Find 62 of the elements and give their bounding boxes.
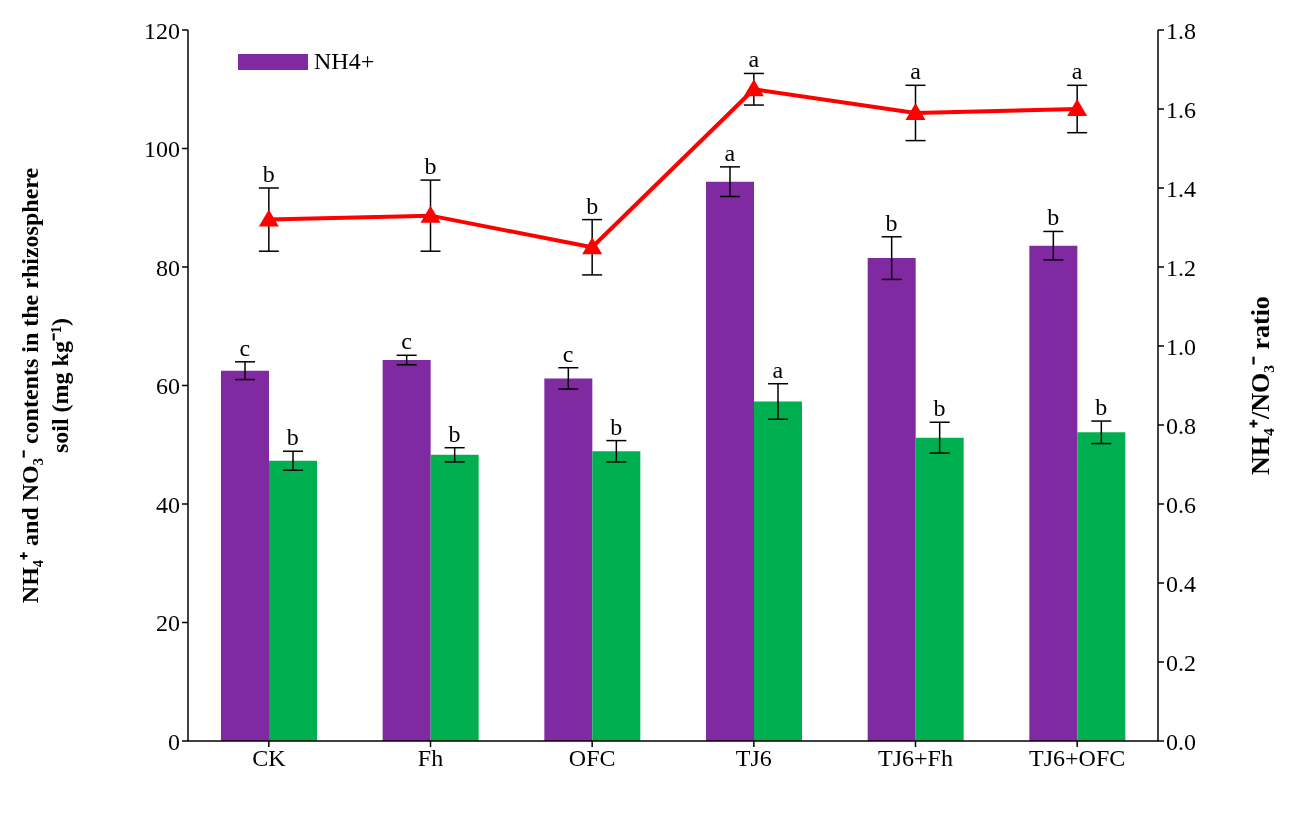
annotation: a — [910, 58, 922, 85]
annotation: c — [562, 340, 574, 367]
point — [905, 102, 926, 120]
annotation: b — [610, 413, 623, 440]
y2-axis-title: NH₄⁺/NO₃⁻ ratio — [1246, 296, 1276, 475]
y2-tick-label: 0.2 — [1166, 649, 1196, 676]
y-tick-label: 40 — [156, 491, 180, 518]
bar — [544, 378, 593, 741]
point — [743, 79, 764, 97]
annotation: c — [401, 328, 412, 355]
y-tick-label: 120 — [144, 17, 180, 44]
x-tick-label: TJ6+OFC — [1029, 745, 1126, 772]
y-tick-label: 20 — [156, 610, 180, 637]
x-tick-label: Fh — [417, 745, 444, 772]
bar — [430, 454, 479, 741]
y2-tick-label: 0.6 — [1166, 491, 1196, 518]
x-tick-label: TJ6+Fh — [878, 745, 953, 772]
y2-tick-label: 1.4 — [1166, 175, 1196, 202]
annotation: b — [448, 420, 461, 447]
y2-tick-label: 1.8 — [1166, 17, 1196, 44]
point — [258, 209, 279, 227]
y2-tick-label: 0.4 — [1166, 570, 1196, 597]
x-tick-label: TJ6 — [735, 745, 772, 772]
annotation: c — [239, 334, 251, 361]
y2-tick-label: 1.6 — [1166, 96, 1196, 123]
y2-tick-label: 1.0 — [1166, 333, 1196, 360]
legend-label: NH4+ — [314, 48, 375, 75]
bar — [221, 370, 269, 741]
bar — [867, 258, 916, 741]
x-tick-label: CK — [252, 745, 287, 772]
bar — [754, 401, 802, 741]
annotation: b — [1095, 394, 1108, 421]
annotation: b — [262, 161, 275, 187]
y2-tick-label: 0.0 — [1166, 728, 1196, 755]
annotation: b — [424, 152, 437, 179]
bar — [269, 460, 317, 741]
bar — [1077, 432, 1126, 741]
bar — [915, 437, 964, 741]
annotation: a — [748, 46, 760, 73]
y2-tick-label: 0.8 — [1166, 412, 1196, 439]
y-tick-label: 60 — [156, 373, 180, 400]
annotation: a — [1071, 58, 1083, 85]
y2-tick-label: 1.2 — [1166, 254, 1196, 281]
bar — [382, 360, 431, 741]
annotation: a — [772, 356, 784, 383]
annotation: b — [1047, 204, 1060, 231]
annotation: b — [586, 192, 599, 219]
annotation: b — [286, 424, 299, 451]
y-axis-title: NH₄⁺ and NO₃⁻ contents in the rhizosphere soil (mg kg⁻¹) — [17, 167, 73, 604]
annotation: b — [885, 209, 898, 236]
bar — [592, 451, 641, 741]
point — [1067, 99, 1088, 116]
y-tick-label: 100 — [144, 136, 180, 163]
y-tick-label: 0 — [168, 728, 180, 755]
bar — [706, 181, 754, 741]
x-tick-label: OFC — [568, 745, 616, 772]
y-tick-label: 80 — [156, 254, 180, 281]
annotation: a — [724, 139, 736, 166]
point — [582, 237, 603, 255]
point — [420, 205, 441, 223]
bar — [1029, 245, 1078, 741]
annotation: b — [933, 395, 946, 422]
